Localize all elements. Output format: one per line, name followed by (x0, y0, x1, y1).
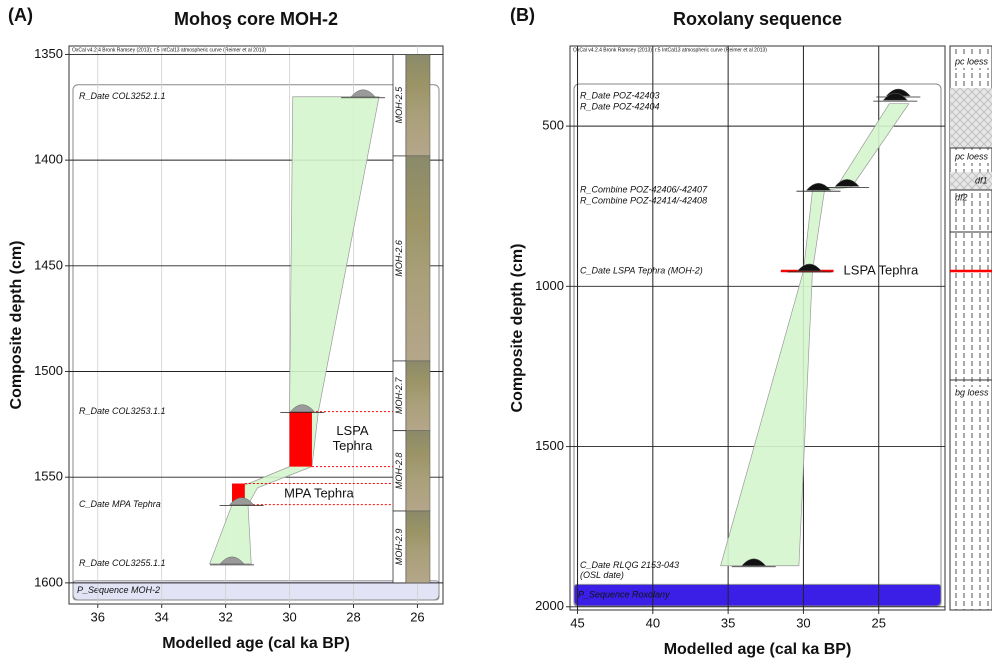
y-tick-label: 500 (542, 118, 564, 133)
core-image (405, 54, 431, 157)
y-tick-label: 1550 (34, 469, 63, 484)
core-unit-label: MOH-2.5 (394, 86, 404, 124)
x-tick-label: 25 (872, 615, 886, 630)
x-tick-label: 28 (346, 609, 360, 624)
date-label: R_Date COL3255.1.1 (79, 558, 166, 568)
strat-label-bg (953, 387, 991, 399)
y-tick-label: 1500 (535, 438, 564, 453)
strat-layer (950, 88, 992, 148)
strat-layer (950, 172, 992, 190)
date-distribution (834, 179, 860, 187)
x-tick-label: 35 (721, 615, 735, 630)
date-distribution (350, 89, 376, 97)
x-tick-label: 32 (218, 609, 232, 624)
panel-label: (A) (8, 5, 33, 25)
strat-label: bg loess (955, 387, 989, 397)
panel-label: (B) (510, 5, 535, 25)
x-tick-label: 40 (646, 615, 660, 630)
tephra-label: LSPA (336, 423, 369, 438)
plot-area (68, 45, 444, 605)
x-axis-label: Modelled age (cal ka BP) (664, 641, 852, 658)
date-distribution (229, 497, 255, 505)
strat-label-bg (953, 56, 991, 68)
credit: OxCal v4.2.4 Bronk Ramsey (2013); r:5 In… (573, 47, 767, 53)
y-tick-label: 1350 (34, 46, 63, 61)
core-image (405, 510, 431, 584)
y-tick-label: 1500 (34, 363, 63, 378)
strat-label: pc loess (954, 151, 989, 161)
chart-panel: (B) Roxolany sequence OxCal v4.2.4 Bronk R… (509, 5, 992, 658)
core-image (405, 360, 431, 431)
strat-label: df1 (975, 175, 988, 185)
x-tick-label: 45 (570, 615, 584, 630)
y-axis-label: Composite depth (cm) (8, 241, 25, 410)
y-tick-label: 1400 (34, 152, 63, 167)
model-outline (573, 83, 942, 607)
core-unit-label: MOH-2.8 (394, 453, 404, 490)
date-label: C_Date RLQG 2153-043 (580, 560, 679, 570)
tephra-box (289, 411, 312, 467)
strat-column: pc loess pc loess df1 df2 bg loess (949, 45, 992, 611)
x-tick-label: 26 (410, 609, 424, 624)
tephra-label: Tephra (333, 438, 374, 453)
sequence-label: P_Sequence MOH-2 (77, 585, 160, 595)
core-unit-label: MOH-2.6 (394, 240, 404, 277)
y-tick-label: 1000 (535, 278, 564, 293)
date-distribution (219, 556, 245, 565)
date-distribution (289, 404, 315, 412)
y-axis-label: Composite depth (cm) (509, 244, 526, 413)
date-label: R_Date COL3253.1.1 (79, 406, 166, 416)
core-image (405, 155, 431, 362)
x-tick-label: 30 (796, 615, 810, 630)
date-distribution (741, 558, 767, 567)
chart-panel: (A) Mohoş core MOH-2 OxCal v4.2.4 Bronk Ra… (8, 5, 444, 652)
date-label: C_Date MPA Tephra (79, 499, 161, 509)
y-tick-label: 1450 (34, 257, 63, 272)
date-label: R_Date POZ-42403 (580, 90, 660, 100)
date-distribution (796, 263, 823, 272)
strat-label: df2 (955, 192, 968, 202)
age-envelope (720, 103, 910, 567)
core-image (405, 430, 431, 512)
tephra-label: MPA Tephra (284, 486, 354, 501)
date-note: (OSL date) (580, 570, 624, 580)
chart-title: Mohoş core MOH-2 (174, 9, 338, 29)
strat-label: pc loess (954, 56, 989, 66)
model-outline (72, 84, 440, 601)
core-unit-label: MOH-2.9 (394, 529, 404, 566)
x-tick-label: 30 (282, 609, 296, 624)
date-label: C_Date LSPA Tephra (MOH-2) (580, 265, 703, 275)
date-label: R_Date POZ-42404 (580, 101, 660, 111)
x-tick-label: 34 (154, 609, 168, 624)
strat-label-bg (953, 151, 991, 163)
date-distribution (882, 92, 908, 101)
date-distribution (805, 182, 832, 191)
date-label: R_Combine POZ-42406/-42407 (580, 185, 708, 195)
y-tick-label: 1600 (34, 574, 63, 589)
credit: OxCal v4.2.4 Bronk Ramsey (2013); r:5 In… (72, 47, 266, 53)
tephra-label: LSPA Tephra (844, 262, 919, 277)
chart-title: Roxolany sequence (673, 9, 842, 29)
date-label: R_Combine POZ-42414/-42408 (580, 196, 707, 206)
x-axis-label: Modelled age (cal ka BP) (162, 635, 350, 652)
x-tick-label: 36 (91, 609, 105, 624)
core-unit-label: MOH-2.7 (394, 377, 404, 415)
sequence-label: P_Sequence Roxolany (578, 590, 670, 600)
y-tick-label: 2000 (535, 598, 564, 613)
date-label: R_Date COL3252.1.1 (79, 91, 166, 101)
